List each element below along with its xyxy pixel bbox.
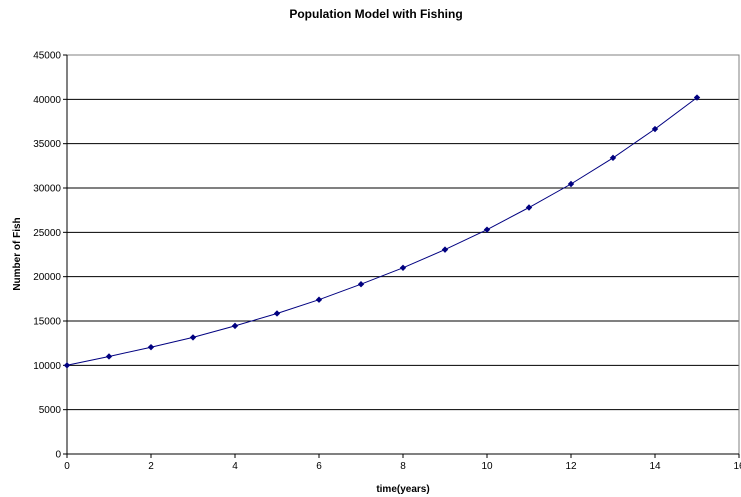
x-tick-label: 10: [481, 461, 493, 472]
data-point: [525, 204, 533, 211]
data-point: [231, 322, 239, 330]
data-point: [189, 334, 197, 341]
y-tick-label: 15000: [33, 317, 61, 328]
data-point: [147, 343, 155, 351]
data-point: [693, 94, 701, 101]
y-tick-label: 35000: [33, 139, 61, 150]
y-tick-label: 25000: [33, 228, 61, 239]
series-line: [66, 97, 698, 366]
x-tick-label: 14: [649, 461, 661, 472]
y-tick-label: 40000: [33, 95, 61, 106]
x-axis-ticks: 0 2 4 6 8 10 12 14 16: [64, 454, 741, 472]
data-point: [105, 353, 113, 360]
x-tick-label: 2: [148, 461, 154, 472]
x-axis-title: time(years): [376, 484, 429, 495]
x-tick-label: 6: [316, 461, 322, 472]
data-point: [63, 362, 71, 369]
data-point: [441, 246, 449, 253]
data-point: [273, 310, 281, 317]
series-layer: [63, 94, 701, 369]
chart-title: Population Model with Fishing: [289, 7, 462, 21]
data-point: [567, 180, 575, 188]
data-point: [315, 296, 323, 303]
y-axis-title: Number of Fish: [12, 217, 23, 290]
data-point: [399, 264, 407, 271]
x-tick-label: 4: [232, 461, 238, 472]
y-tick-label: 45000: [33, 51, 61, 62]
x-tick-label: 0: [64, 461, 70, 472]
data-point: [651, 125, 659, 133]
y-tick-label: 5000: [39, 405, 62, 416]
data-point: [483, 226, 491, 233]
x-tick-label: 12: [565, 461, 577, 472]
y-tick-label: 30000: [33, 184, 61, 195]
y-tick-label: 0: [55, 450, 61, 461]
grid-lines: [67, 54, 739, 411]
x-tick-label: 16: [733, 461, 741, 472]
plot-area: [66, 54, 740, 455]
y-axis-ticks: 0 5000 10000 15000 20000 25000 30000 35000 40000…: [33, 51, 67, 461]
data-point: [609, 154, 617, 162]
y-tick-label: 20000: [33, 272, 61, 283]
data-point: [357, 281, 365, 288]
x-tick-label: 8: [400, 461, 406, 472]
y-tick-label: 10000: [33, 361, 61, 372]
